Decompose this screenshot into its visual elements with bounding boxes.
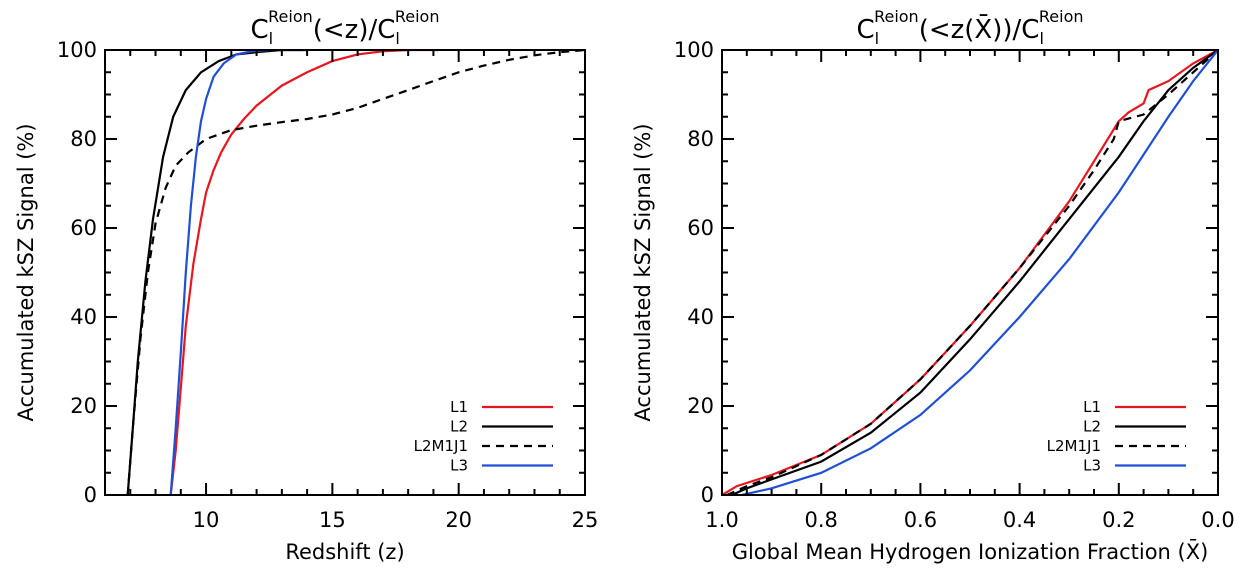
- right-xtick-label: 0.6: [904, 508, 937, 532]
- right-title-sup2: Reion: [1039, 7, 1084, 26]
- right-y-axis-label: Accumulated kSZ Signal (%): [631, 123, 655, 421]
- right-xtick-label: 0.0: [1201, 508, 1234, 532]
- right-ytick-label: 40: [687, 305, 714, 329]
- left-ytick-label: 60: [70, 216, 97, 240]
- left-title-base: C: [251, 15, 269, 45]
- right-xtick-label: 1.0: [705, 508, 738, 532]
- right-legend-label: L1: [1083, 398, 1101, 416]
- left-xtick-label: 25: [572, 508, 599, 532]
- right-x-axis-label: Global Mean Hydrogen Ionization Fraction…: [732, 539, 1209, 564]
- right-title-sub: l: [875, 29, 879, 48]
- right-ytick-label: 20: [687, 394, 714, 418]
- right-legend-label: L2M1J1: [1047, 437, 1101, 455]
- right-xtick-label: 0.2: [1102, 508, 1135, 532]
- left-title-sup2: Reion: [395, 7, 440, 26]
- left-legend-label: L3: [450, 457, 468, 475]
- left-title-sub2: l: [395, 29, 399, 48]
- left-xtick-label: 15: [319, 508, 346, 532]
- left-y-axis-label: Accumulated kSZ Signal (%): [14, 123, 38, 421]
- right-legend-label: L3: [1083, 457, 1101, 475]
- right-title-mid: (<z(X̄))/C: [919, 13, 1040, 45]
- left-ytick-label: 80: [70, 127, 97, 151]
- right-ytick-label: 0: [701, 483, 714, 507]
- right-title-sup: Reion: [874, 7, 919, 26]
- right-series-l3-line: [741, 50, 1218, 495]
- right-series-l1-line: [722, 50, 1218, 495]
- left-legend-label: L1: [450, 398, 468, 416]
- left-title-sub: l: [269, 29, 273, 48]
- right-series-l2m1j1-line: [726, 50, 1218, 495]
- left-ytick-label: 20: [70, 394, 97, 418]
- left-chart-panel: 0 20 40 60 80 100 10 15 20 25 Redshift (z) Accumula…: [14, 7, 598, 564]
- right-title-base: C: [856, 15, 874, 45]
- left-legend-label: L2M1J1: [414, 437, 468, 455]
- left-ytick-label: 40: [70, 305, 97, 329]
- left-ytick-label: 0: [84, 483, 97, 507]
- right-series-l2-line: [731, 50, 1218, 495]
- right-xtick-label: 0.8: [804, 508, 837, 532]
- left-series-l2m1j1-line: [126, 50, 585, 495]
- right-chart-panel: 0 20 40 60 80 100 1.0 0.8 0.6 0.4 0.2 0.0 Global Mea…: [631, 7, 1235, 564]
- left-legend-label: L2: [450, 418, 468, 436]
- left-chart-title: ClReion(<z)/ClReion: [251, 7, 440, 48]
- right-ytick-label: 80: [687, 127, 714, 151]
- right-chart-title: ClReion(<z(X̄))/ClReion: [856, 7, 1083, 48]
- left-xtick-label: 10: [193, 508, 220, 532]
- right-plot-frame: [721, 49, 1219, 496]
- left-x-axis-label: Redshift (z): [285, 540, 404, 564]
- right-ytick-label: 60: [687, 216, 714, 240]
- left-title-mid: (<z)/C: [313, 15, 396, 45]
- right-title-sub2: l: [1039, 29, 1043, 48]
- left-ytick-label: 100: [57, 38, 97, 62]
- left-xtick-label: 20: [445, 508, 472, 532]
- left-title-sup: Reion: [268, 7, 313, 26]
- left-series-l2-line: [126, 50, 308, 495]
- right-ytick-label: 100: [674, 38, 714, 62]
- left-series-l3-line: [169, 50, 303, 495]
- right-xtick-label: 0.4: [1003, 508, 1036, 532]
- right-legend-label: L2: [1083, 418, 1101, 436]
- left-series-l1-line: [169, 50, 439, 495]
